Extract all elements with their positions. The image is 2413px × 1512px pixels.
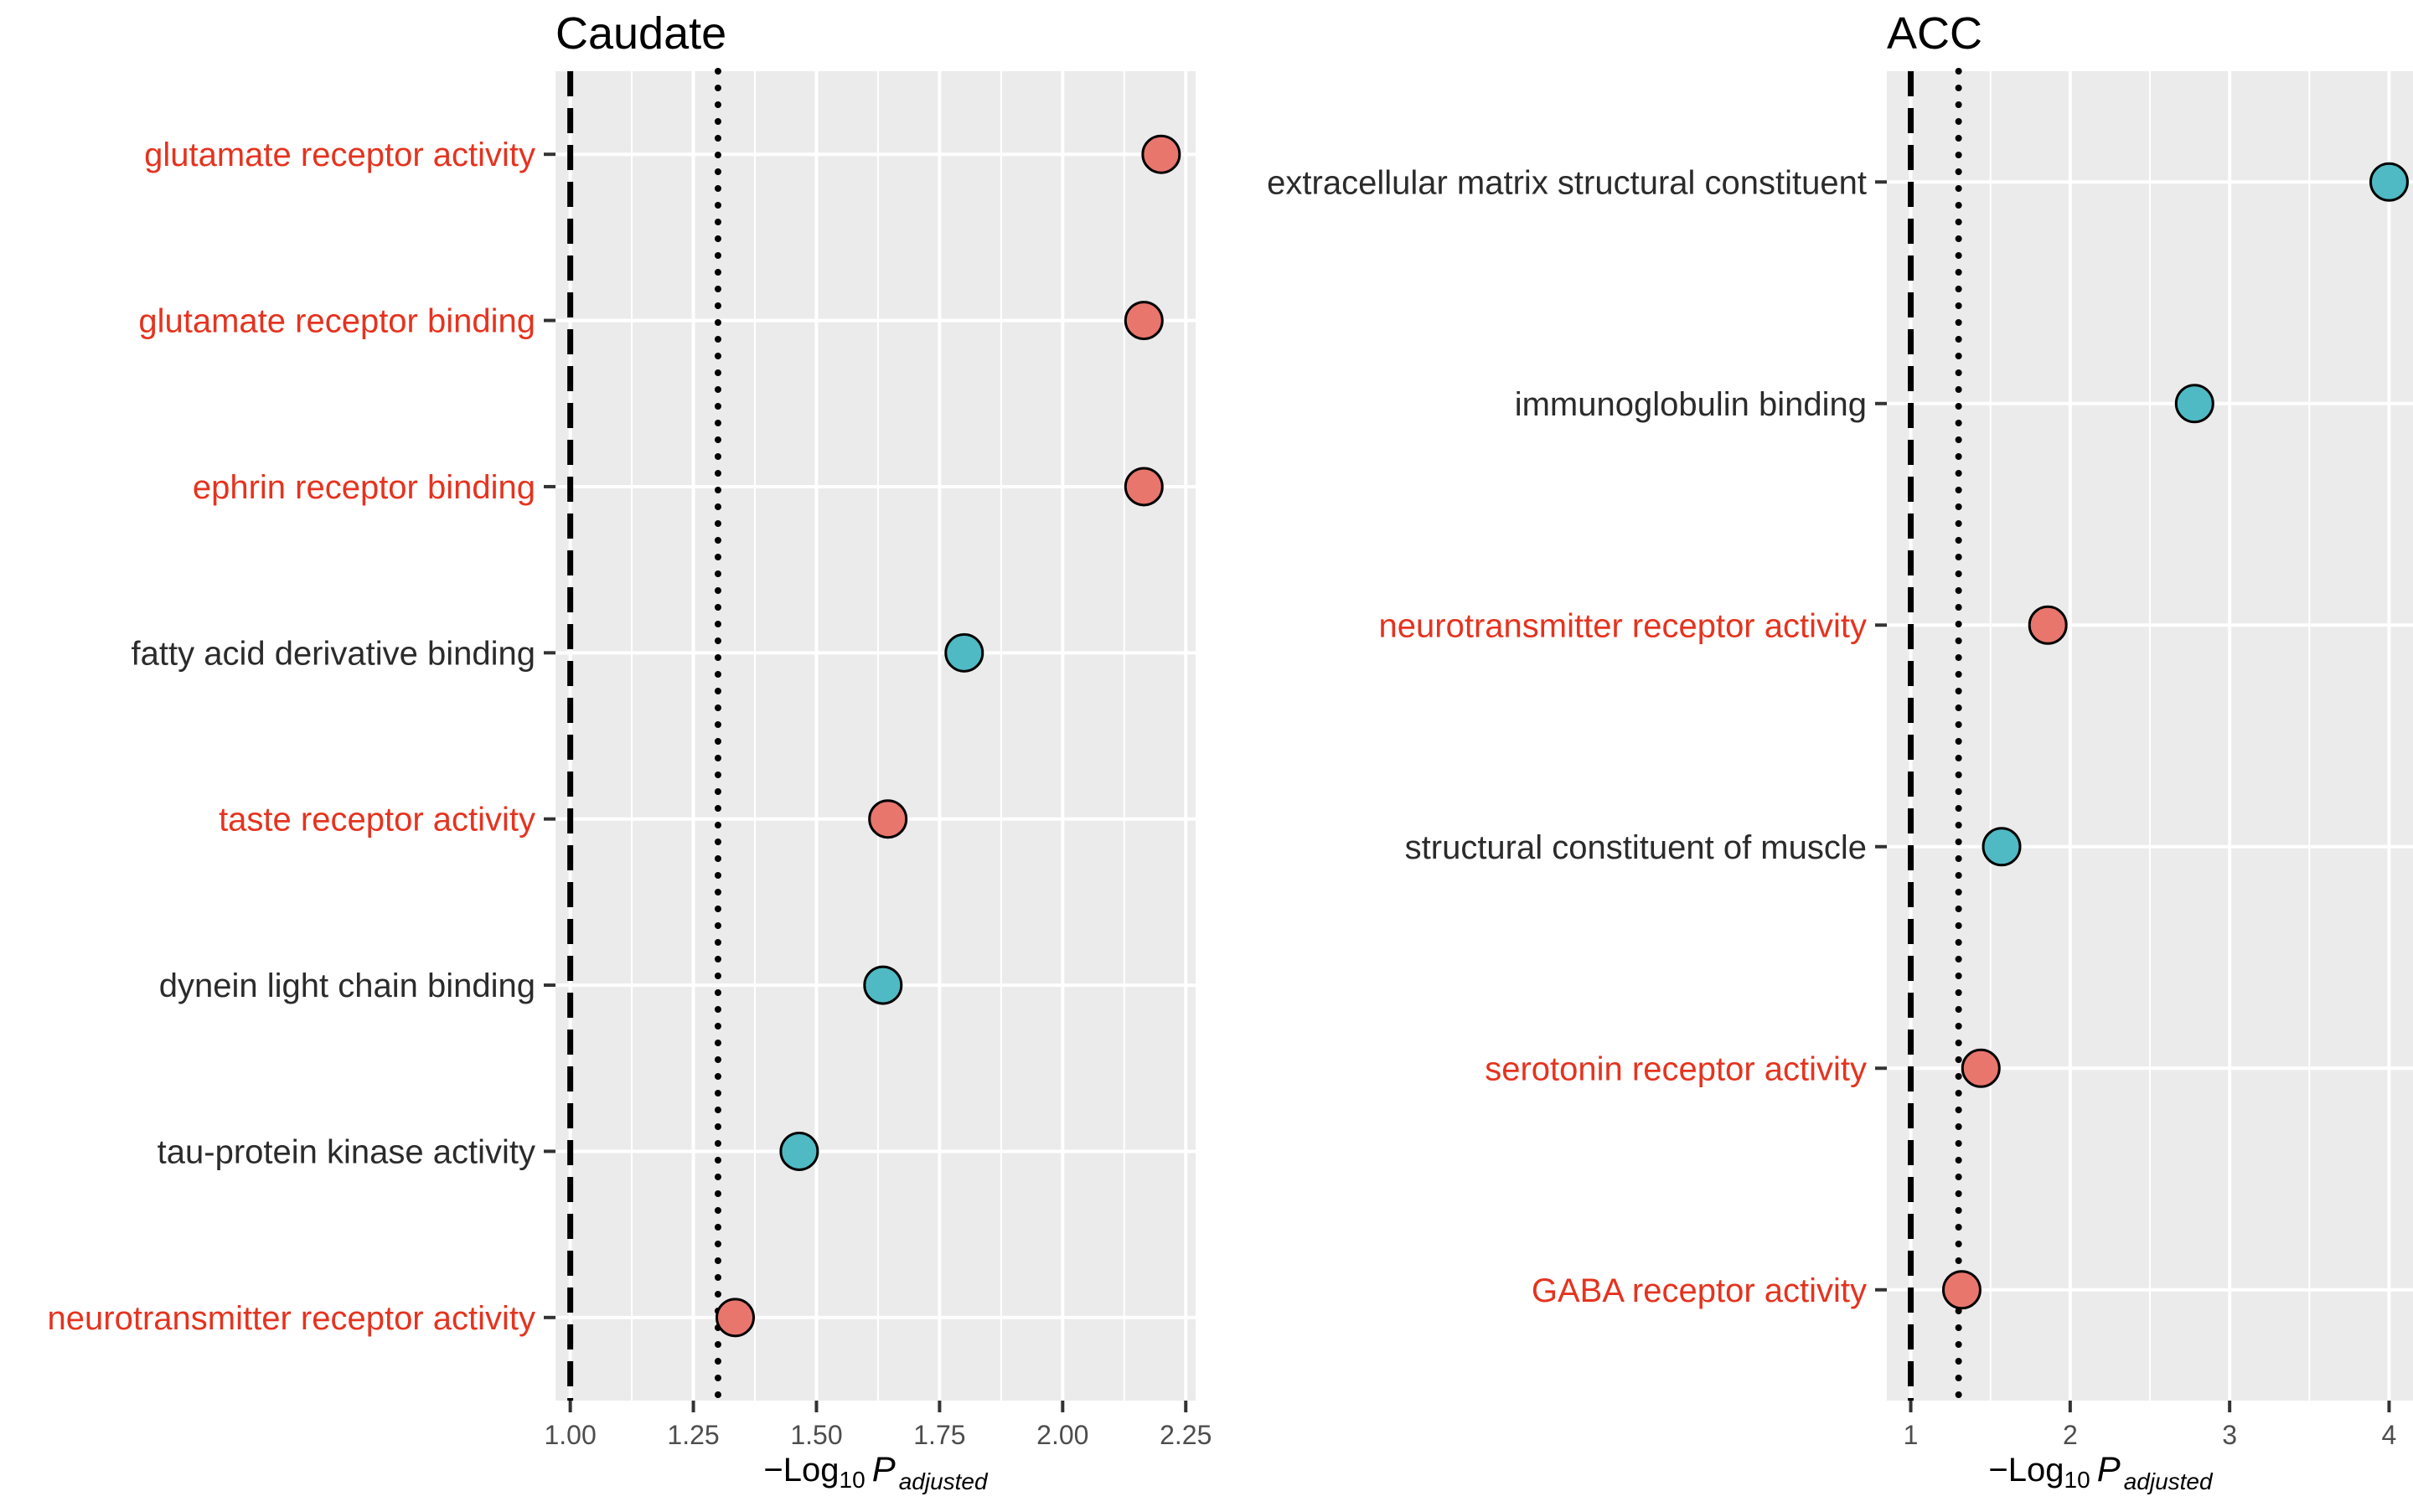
y-tick-label: dynein light chain binding: [159, 968, 535, 1004]
x-tick-label: 1.00: [544, 1420, 596, 1450]
y-tick-label: serotonin receptor activity: [1485, 1050, 1867, 1087]
data-point: [2369, 162, 2409, 202]
y-tick-label: glutamate receptor binding: [138, 303, 535, 340]
panel-title: ACC: [1887, 8, 1982, 59]
data-point: [1141, 134, 1181, 174]
y-tick-label: tau-protein kinase activity: [158, 1133, 535, 1170]
y-tick-label: neurotransmitter receptor activity: [1379, 607, 1867, 644]
x-tick-label: 2.00: [1036, 1420, 1088, 1450]
x-tick-label: 1.50: [790, 1420, 842, 1450]
data-point: [863, 965, 903, 1005]
x-tick-label: 1.75: [913, 1420, 965, 1450]
panel-title: Caudate: [555, 8, 726, 59]
x-axis-label-sub: 10: [2064, 1467, 2090, 1493]
data-point: [2028, 605, 2068, 645]
x-tick-label: 1: [1904, 1420, 1919, 1450]
panel-background: [555, 71, 1196, 1401]
data-point: [868, 799, 908, 839]
x-axis-label-var: P: [2097, 1449, 2121, 1489]
y-tick-label: structural constituent of muscle: [1405, 829, 1867, 866]
data-point: [716, 1298, 756, 1338]
x-tick-label: 1.25: [667, 1420, 719, 1450]
panel-2: extracellular matrix structural constitu…: [1267, 8, 2413, 1494]
y-tick-label: ephrin receptor binding: [193, 469, 535, 506]
x-axis-label-prefix: −Log: [1988, 1452, 2064, 1489]
data-point: [1124, 467, 1164, 507]
x-axis-label-sub: 10: [840, 1467, 865, 1493]
data-point: [1982, 827, 2022, 867]
data-point: [944, 632, 984, 673]
data-point: [779, 1131, 819, 1171]
x-tick-label: 2.25: [1160, 1420, 1212, 1450]
y-tick-label: glutamate receptor activity: [144, 137, 535, 173]
x-axis-label-var-sub: adjusted: [2124, 1468, 2214, 1494]
y-tick-label: neurotransmitter receptor activity: [48, 1300, 535, 1337]
data-point: [2174, 384, 2214, 424]
data-point: [1124, 301, 1164, 341]
y-tick-label: immunoglobulin binding: [1515, 386, 1867, 423]
x-tick-label: 2: [2063, 1420, 2078, 1450]
x-axis-label-prefix: −Log: [763, 1452, 839, 1489]
y-tick-label: taste receptor activity: [219, 802, 535, 839]
panel-1: glutamate receptor activity glutamate rec…: [48, 8, 1212, 1494]
x-tick-label: 3: [2222, 1420, 2237, 1450]
x-tick-label: 4: [2382, 1420, 2397, 1450]
y-tick-label: GABA receptor activity: [1532, 1272, 1867, 1309]
y-tick-label: extracellular matrix structural constitu…: [1267, 164, 1867, 201]
data-point: [1961, 1048, 2001, 1088]
x-axis-label-var: P: [872, 1449, 896, 1489]
data-point: [1941, 1270, 1982, 1310]
x-axis-label-var-sub: adjusted: [899, 1468, 989, 1494]
y-tick-label: fatty acid derivative binding: [132, 635, 536, 672]
